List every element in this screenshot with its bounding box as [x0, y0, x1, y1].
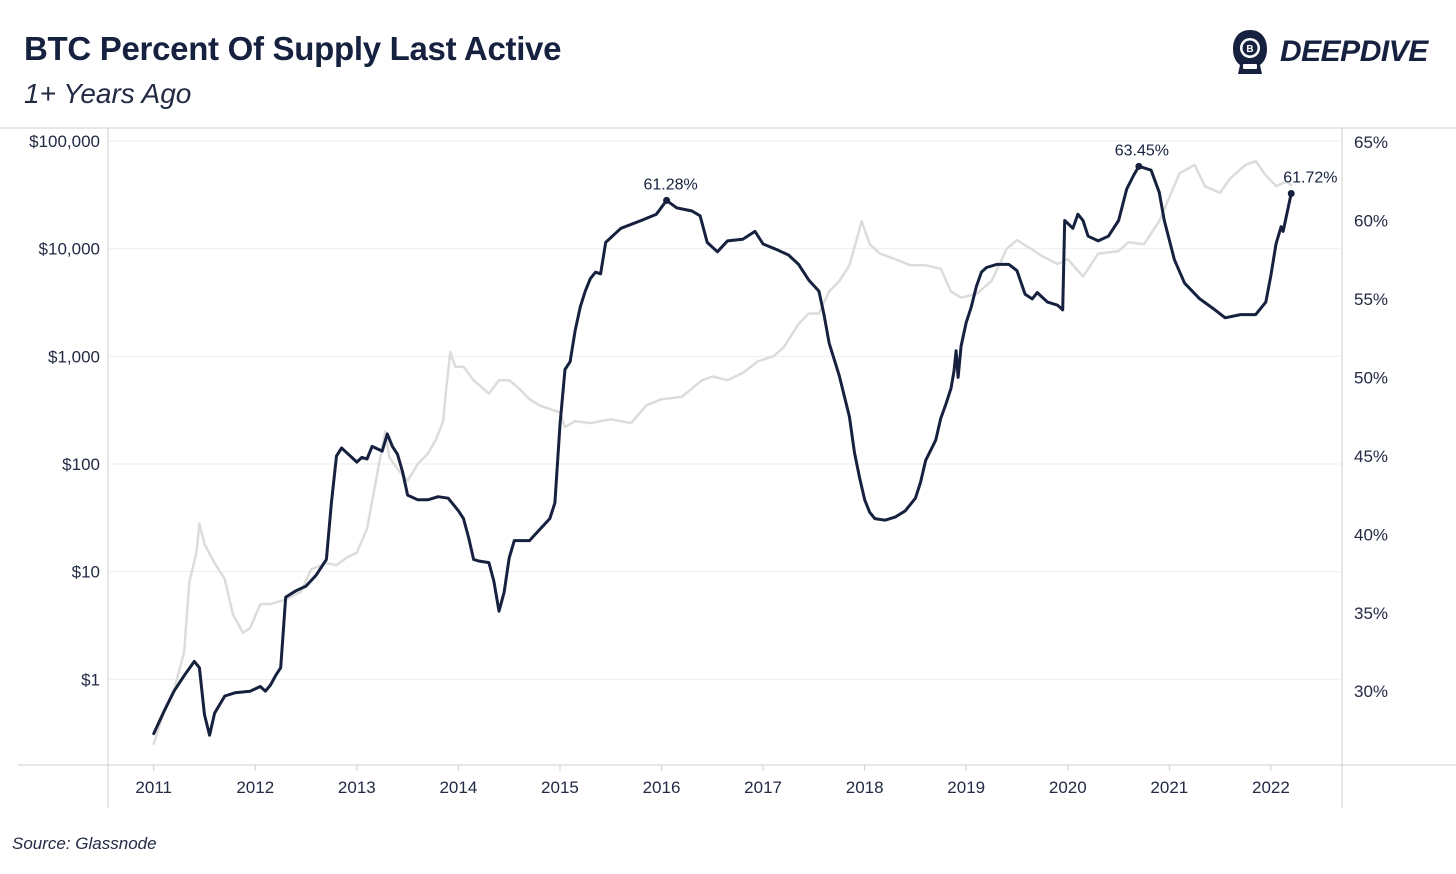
x-tick-label: 2019 — [947, 778, 985, 797]
x-tick-label: 2015 — [541, 778, 579, 797]
y-right-tick-label: 30% — [1354, 682, 1388, 701]
annotation-point — [1287, 189, 1295, 197]
brand-logo: B DEEPDIVE — [1228, 28, 1428, 76]
annotation-point — [1135, 162, 1143, 170]
x-tick-label: 2014 — [439, 778, 477, 797]
x-tick-label: 2020 — [1049, 778, 1087, 797]
y-left-tick-label: $1 — [81, 670, 100, 689]
x-tick-label: 2017 — [744, 778, 782, 797]
diver-helmet-icon: B — [1233, 30, 1267, 74]
source-note: Source: Glassnode — [12, 834, 157, 853]
x-tick-label: 2022 — [1252, 778, 1290, 797]
x-tick-label: 2016 — [643, 778, 681, 797]
y-right-tick-label: 40% — [1354, 525, 1388, 544]
y-right-tick-label: 60% — [1354, 211, 1388, 230]
chart-title: BTC Percent Of Supply Last Active — [24, 30, 562, 67]
annotation-point — [663, 196, 671, 204]
y-right-tick-label: 65% — [1354, 133, 1388, 152]
x-tick-label: 2011 — [135, 778, 172, 797]
y-right-tick-label: 55% — [1354, 290, 1388, 309]
y-left-tick-label: $10 — [72, 563, 100, 582]
y-left-tick-label: $1,000 — [48, 347, 100, 366]
annotation-label: 61.28% — [643, 176, 697, 193]
chart-subtitle: 1+ Years Ago — [24, 78, 192, 109]
btc-price-series-line — [152, 159, 1293, 746]
brand-name: DEEPDIVE — [1280, 35, 1428, 68]
y-right-tick-label: 50% — [1354, 368, 1388, 387]
annotation-label: 61.72% — [1283, 169, 1337, 186]
y-left-tick-label: $10,000 — [39, 240, 100, 259]
x-tick-label: 2018 — [846, 778, 884, 797]
y-right-tick-label: 35% — [1354, 604, 1388, 623]
y-left-tick-label: $100 — [62, 455, 100, 474]
annotation-label: 63.45% — [1115, 142, 1169, 159]
y-left-tick-label: $100,000 — [29, 132, 100, 151]
svg-text:B: B — [1246, 44, 1253, 55]
x-tick-label: 2021 — [1150, 778, 1188, 797]
y-right-tick-label: 45% — [1354, 447, 1388, 466]
supply-1y-active-series-line — [152, 164, 1293, 737]
x-tick-label: 2012 — [236, 778, 274, 797]
x-tick-label: 2013 — [338, 778, 376, 797]
